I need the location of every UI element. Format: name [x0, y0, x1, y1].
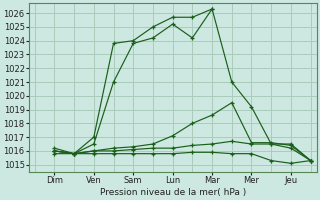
X-axis label: Pression niveau de la mer( hPa ): Pression niveau de la mer( hPa )	[100, 188, 246, 197]
